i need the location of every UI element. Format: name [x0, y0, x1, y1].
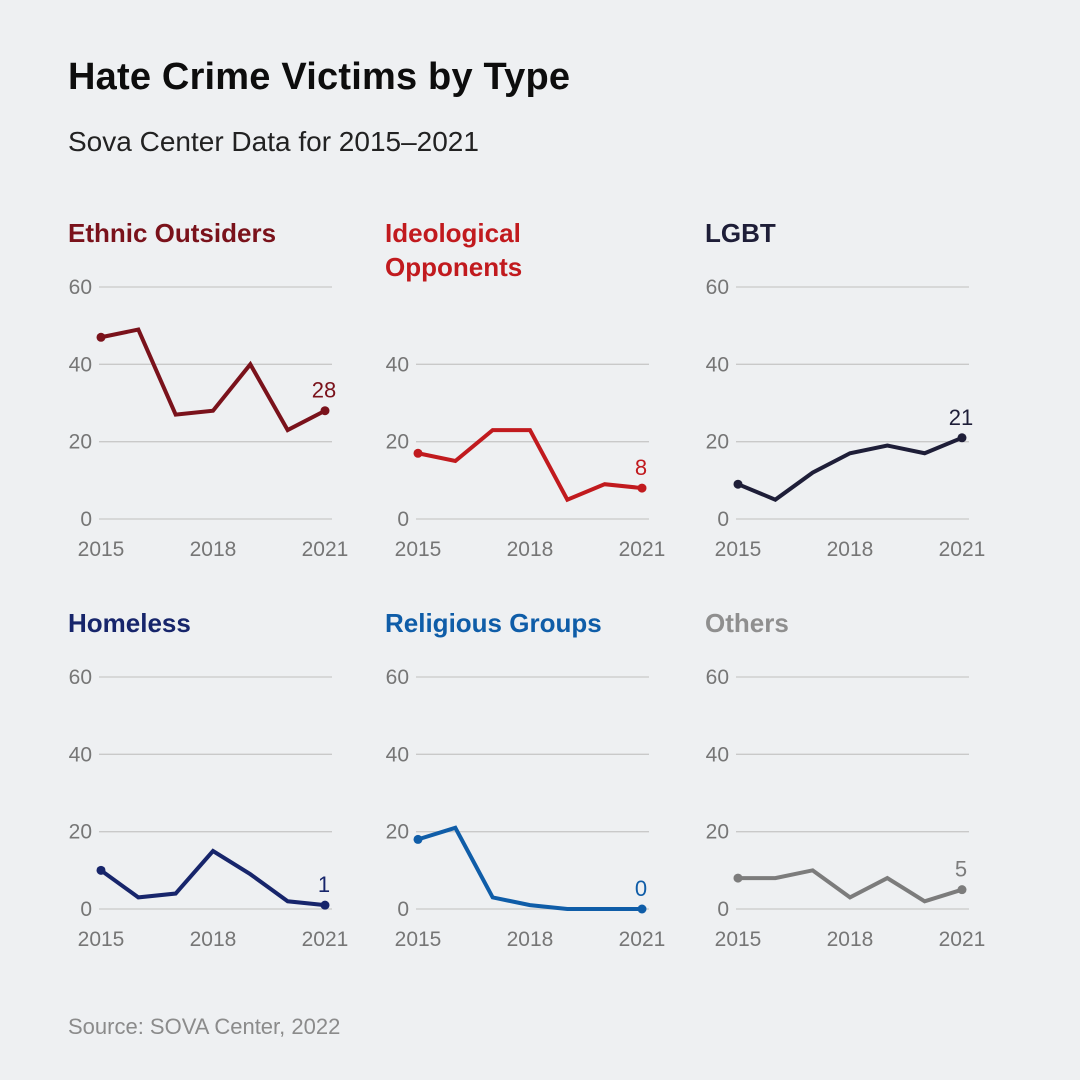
source-credit: Source: SOVA Center, 2022: [68, 1014, 341, 1039]
x-tick-label: 2018: [507, 538, 554, 561]
y-tick-label: 60: [706, 276, 729, 299]
end-point: [637, 483, 647, 493]
end-point: [957, 885, 967, 895]
y-tick-label: 0: [80, 508, 92, 531]
panel-ideological-opponents: Ideological Opponents 0 20 40 2015 2018 2021 8: [385, 216, 685, 581]
y-tick-label: 20: [386, 821, 409, 844]
lgbt-line-chart: 0 20 40 60 2015 2018 2021 21: [706, 276, 986, 561]
y-tick-label: 60: [706, 666, 729, 689]
panel-title-ethnic-outsiders: Ethnic Outsiders: [68, 218, 277, 248]
y-tick-label: 40: [706, 353, 729, 376]
y-tick-label: 40: [69, 353, 92, 376]
y-tick-label: 20: [69, 431, 92, 454]
x-tick-label: 2018: [827, 928, 874, 951]
end-value-label: 28: [312, 378, 336, 403]
y-tick-label: 40: [69, 743, 92, 766]
data-line: [416, 428, 644, 503]
panel-ethnic-outsiders: Ethnic Outsiders 0 20 40 60 2015 2018 2021 28: [68, 216, 368, 581]
panel-religious-groups: Religious Groups 0 20 40 60 2015 2018 2021 0: [385, 606, 685, 971]
data-line: [736, 868, 964, 904]
x-tick-label: 2015: [715, 538, 762, 561]
x-tick-label: 2021: [619, 928, 666, 951]
x-tick-label: 2018: [827, 538, 874, 561]
end-point: [320, 406, 330, 416]
y-tick-label: 60: [69, 276, 92, 299]
start-point: [733, 873, 743, 883]
religious-groups-line-chart: 0 20 40 60 2015 2018 2021 0: [386, 666, 666, 951]
x-tick-label: 2018: [190, 538, 237, 561]
x-tick-label: 2021: [302, 928, 349, 951]
y-tick-label: 60: [386, 666, 409, 689]
x-tick-label: 2015: [78, 928, 125, 951]
y-tick-label: 20: [706, 431, 729, 454]
y-tick-label: 20: [69, 821, 92, 844]
y-tick-label: 0: [397, 508, 409, 531]
panel-title-ideological-opponents: Ideological Opponents: [385, 218, 523, 282]
page-title: Hate Crime Victims by Type: [68, 56, 571, 98]
start-point: [413, 448, 423, 458]
end-value-label: 8: [635, 455, 647, 480]
start-point: [413, 834, 423, 844]
end-point: [637, 904, 647, 914]
ethnic-outsiders-line-chart: 0 20 40 60 2015 2018 2021 28: [69, 276, 349, 561]
y-tick-label: 40: [706, 743, 729, 766]
end-value-label: 5: [955, 857, 967, 882]
homeless-line-chart: 0 20 40 60 2015 2018 2021 1: [69, 666, 349, 951]
y-tick-label: 40: [386, 743, 409, 766]
y-tick-label: 0: [80, 898, 92, 921]
ideological-opponents-line-chart: 0 20 40 2015 2018 2021 8: [386, 353, 666, 561]
data-line: [736, 435, 964, 502]
panel-title-lgbt: LGBT: [705, 218, 776, 248]
panel-lgbt: LGBT 0 20 40 60 2015 2018 2021 21: [705, 216, 1005, 581]
others-line-chart: 0 20 40 60 2015 2018 2021 5: [706, 666, 986, 951]
data-line: [99, 848, 327, 908]
y-tick-label: 20: [706, 821, 729, 844]
y-tick-label: 0: [397, 898, 409, 921]
x-tick-label: 2021: [302, 538, 349, 561]
data-line: [99, 327, 327, 433]
end-value-label: 1: [318, 872, 330, 897]
data-line: [416, 825, 644, 911]
end-point: [320, 900, 330, 910]
x-tick-label: 2015: [78, 538, 125, 561]
panel-others: Others 0 20 40 60 2015 2018 2021 5: [705, 606, 1005, 971]
y-tick-label: 60: [69, 666, 92, 689]
y-tick-label: 0: [717, 508, 729, 531]
y-tick-label: 20: [386, 431, 409, 454]
start-point: [733, 479, 743, 489]
x-tick-label: 2018: [190, 928, 237, 951]
panel-title-religious-groups: Religious Groups: [385, 608, 602, 638]
x-tick-label: 2015: [395, 538, 442, 561]
panel-title-homeless: Homeless: [68, 608, 191, 638]
start-point: [96, 332, 106, 342]
end-point: [957, 433, 967, 443]
end-value-label: 0: [635, 876, 647, 901]
x-tick-label: 2018: [507, 928, 554, 951]
x-tick-label: 2021: [939, 538, 986, 561]
start-point: [96, 865, 106, 875]
x-tick-label: 2015: [395, 928, 442, 951]
panel-homeless: Homeless 0 20 40 60 2015 2018 2021 1: [68, 606, 368, 971]
x-tick-label: 2021: [619, 538, 666, 561]
panel-title-others: Others: [705, 608, 789, 638]
y-tick-label: 0: [717, 898, 729, 921]
end-value-label: 21: [949, 405, 973, 430]
x-tick-label: 2021: [939, 928, 986, 951]
y-tick-label: 40: [386, 353, 409, 376]
x-tick-label: 2015: [715, 928, 762, 951]
page-subtitle: Sova Center Data for 2015–2021: [68, 126, 479, 157]
